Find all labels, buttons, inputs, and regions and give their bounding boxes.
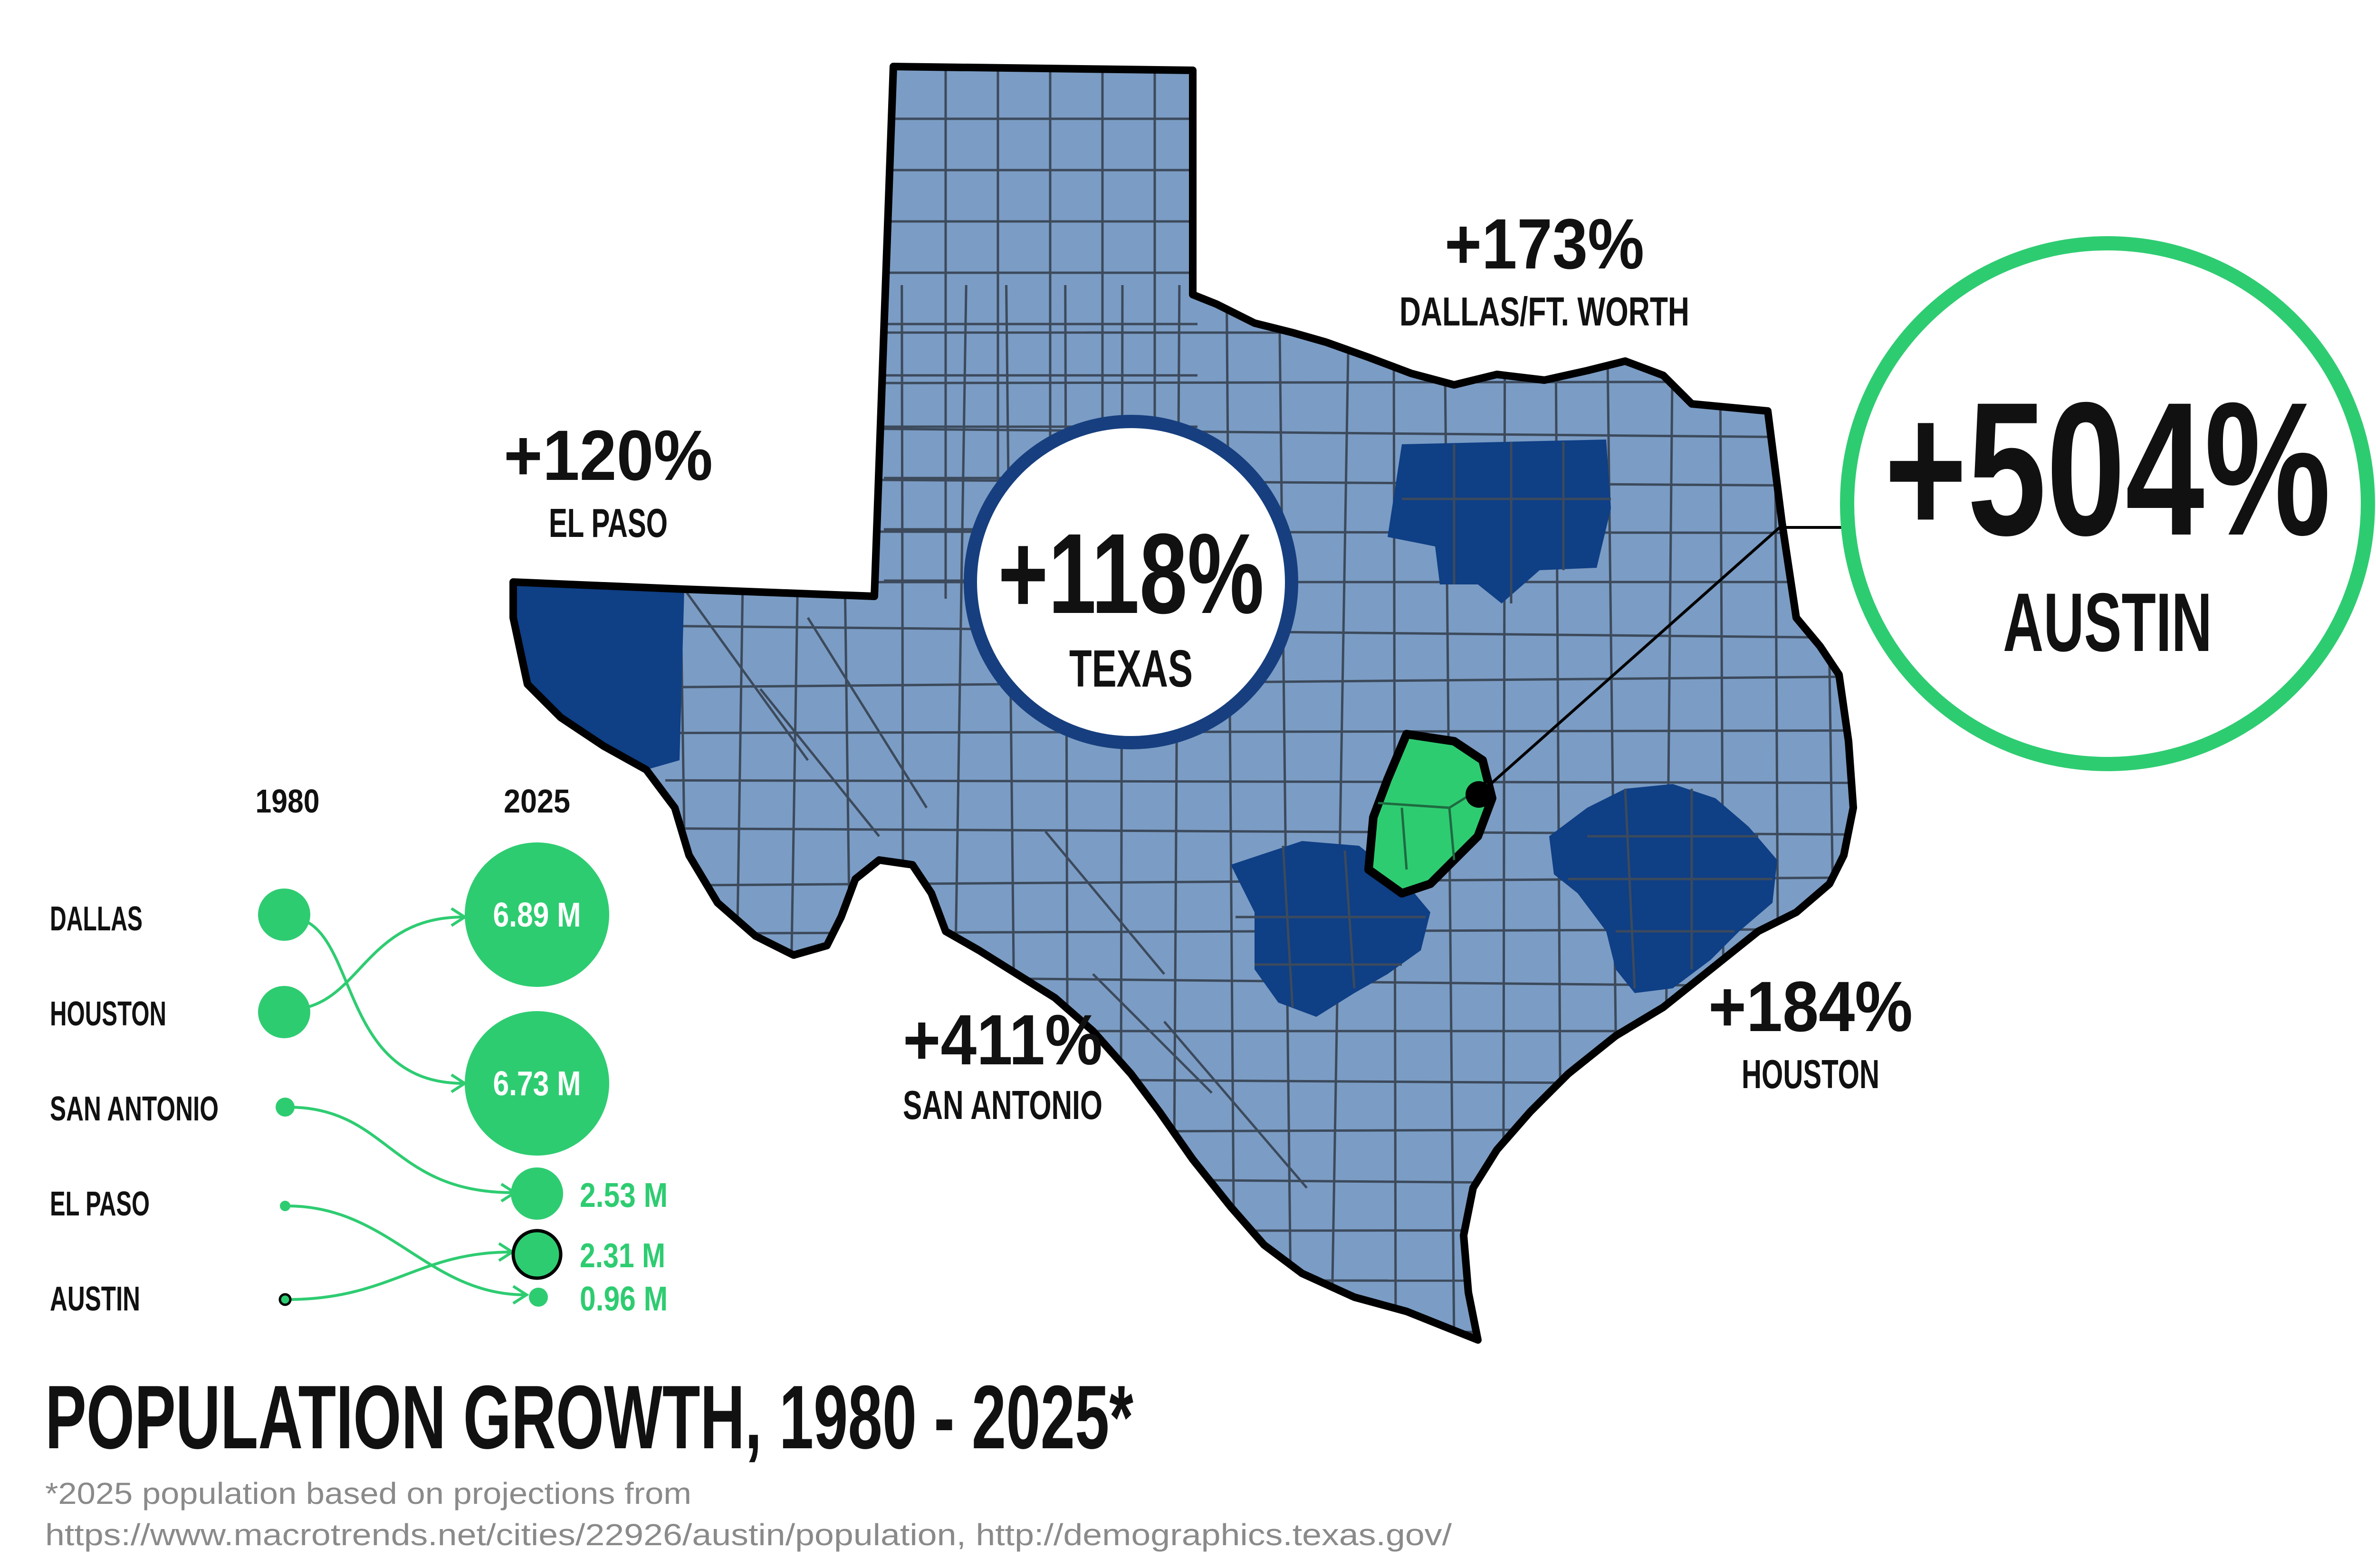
value-2025-houston: 6.73 M: [493, 1065, 581, 1103]
footnote-line-1: *2025 population based on projections fr…: [45, 1476, 691, 1511]
connector-dallas: [287, 916, 464, 1085]
arrowhead-el-paso: [512, 1285, 529, 1305]
legend-dots-1980: [258, 889, 310, 1306]
legend-connectors: [287, 907, 529, 1305]
austin-callout-name: AUSTIN: [2003, 576, 2212, 669]
connector-san-antonio: [287, 1106, 514, 1194]
county-line: [1092, 973, 1213, 1094]
legend-bubbles-2025: [465, 842, 609, 1307]
county-line: [1330, 285, 1351, 1340]
houston-callout-pct: +184%: [1708, 966, 1913, 1046]
legend-city-san-antonio: SAN ANTONIO: [50, 1090, 219, 1128]
county-line: [665, 729, 1853, 735]
legend-city-dallas: DALLAS: [50, 900, 143, 938]
county-line: [806, 617, 928, 809]
arrowhead-houston: [450, 907, 468, 927]
value-2025-san-antonio: 2.53 M: [580, 1176, 668, 1214]
value-2025-dallas: 6.89 M: [493, 896, 581, 934]
value-2025-austin: 2.31 M: [580, 1237, 665, 1275]
texas-callout-name: TEXAS: [1069, 640, 1193, 698]
population-legend: 1980 2025 DALLAS HOUSTON SAN ANTONIO EL …: [50, 783, 668, 1318]
legend-header-1980: 1980: [256, 783, 320, 820]
san-antonio-callout: +411% SAN ANTONIO: [903, 1000, 1102, 1128]
value-2025-el-paso: 0.96 M: [580, 1280, 668, 1318]
dallas-callout: +173% DALLAS/FT. WORTH: [1399, 204, 1689, 335]
dot-1980-san-antonio: [276, 1098, 295, 1117]
county-line: [683, 588, 809, 761]
austin-metro-region[interactable]: [1364, 730, 1496, 898]
legend-city-austin: AUSTIN: [50, 1280, 140, 1318]
dallas-fort-worth-metro-region: [1388, 440, 1611, 603]
dallas-callout-pct: +173%: [1445, 204, 1644, 284]
connector-austin: [287, 1251, 511, 1301]
county-line: [1163, 1021, 1308, 1189]
dot-1980-el-paso: [280, 1201, 290, 1211]
el-paso-callout-pct: +120%: [504, 415, 713, 495]
footnote-line-2: https://www.macrotrends.net/cities/22926…: [45, 1518, 1452, 1552]
texas-callout: +118% TEXAS: [964, 415, 1298, 749]
texas-callout-pct: +118%: [998, 510, 1264, 637]
page-title: POPULATION GROWTH, 1980 - 2025*: [45, 1367, 1133, 1468]
austin-callout-ring: [1840, 236, 2375, 771]
county-line: [759, 688, 880, 837]
county-line: [1278, 285, 1293, 1340]
austin-leader-line: [1482, 526, 1781, 793]
texas-state-outline: [509, 63, 1857, 1344]
el-paso-callout-name: EL PASO: [549, 501, 668, 546]
austin-location-dot: [1466, 781, 1492, 808]
dot-1980-houston: [258, 986, 310, 1038]
el-paso-metro-region: [513, 582, 684, 770]
county-line: [1624, 788, 1636, 989]
county-line: [665, 1228, 1853, 1233]
metro-county-boundaries: [1236, 442, 1772, 1008]
dallas-callout-name: DALLAS/FT. WORTH: [1399, 289, 1689, 335]
bubble-2025-el-paso: [529, 1288, 548, 1307]
legend-city-labels: DALLAS HOUSTON SAN ANTONIO EL PASO AUSTI…: [50, 900, 219, 1318]
bubble-2025-san-antonio: [511, 1167, 563, 1220]
san-antonio-callout-pct: +411%: [903, 1000, 1102, 1080]
connector-houston: [287, 916, 464, 1011]
bubble-2025-dallas: [465, 842, 609, 987]
houston-callout-name: HOUSTON: [1742, 1052, 1879, 1097]
san-antonio-metro-region: [1231, 841, 1430, 1017]
legend-city-el-paso: EL PASO: [50, 1185, 150, 1223]
county-line: [1044, 831, 1165, 975]
dot-1980-dallas: [258, 889, 310, 941]
legend-header-2025: 2025: [504, 783, 570, 820]
county-line: [665, 1324, 1853, 1337]
connector-el-paso: [287, 1205, 526, 1296]
el-paso-callout: +120% EL PASO: [504, 415, 713, 546]
bubble-2025-austin: [511, 1229, 563, 1280]
texas-callout-ring: [964, 415, 1298, 749]
county-line: [665, 779, 1853, 784]
austin-callout-pct: +504%: [1884, 363, 2331, 575]
houston-callout: +184% HOUSTON: [1708, 966, 1913, 1097]
austin-callout: +504% AUSTIN: [1466, 236, 2375, 808]
county-line: [1282, 845, 1294, 1008]
county-line: [665, 675, 1853, 688]
dot-1980-austin: [278, 1293, 292, 1306]
san-antonio-callout-name: SAN ANTONIO: [903, 1083, 1102, 1128]
austin-county-line-b: [1400, 807, 1456, 870]
bubble-2025-houston: [465, 1011, 609, 1156]
county-line: [665, 380, 1853, 385]
legend-city-houston: HOUSTON: [50, 995, 166, 1033]
